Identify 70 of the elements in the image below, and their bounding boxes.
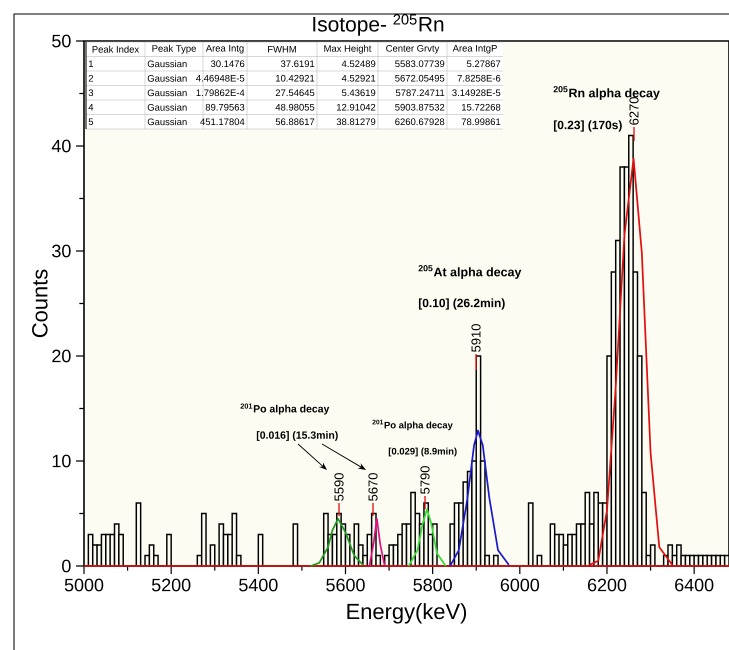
- annotation: 4.46948E-5: [196, 74, 244, 82]
- x-tick-label: 6400: [675, 578, 714, 592]
- annotation: 12.91042: [337, 104, 376, 111]
- annotation: 7.8258E-6: [458, 74, 500, 82]
- annotation: 78.99861: [462, 118, 500, 126]
- annotation: Gaussian: [148, 118, 187, 126]
- y-tick-label: 10: [52, 454, 71, 468]
- x-tick-label: 6200: [588, 578, 626, 592]
- annotation: 56.88617: [276, 118, 314, 126]
- annotation: Max Height: [324, 44, 372, 54]
- annotation: $^{201}$Po alpha decay: [372, 420, 453, 430]
- annotation: Center Grvty: [386, 44, 440, 54]
- annotation: 4: [88, 104, 94, 110]
- y-axis-title: Counts: [32, 270, 48, 338]
- annotation: [0.016] (15.3min): [256, 431, 338, 441]
- annotation: Gaussian: [148, 89, 187, 96]
- annotation: $^{201}$Po alpha decay: [240, 403, 330, 415]
- annotation: 4.52921: [342, 74, 376, 82]
- annotation: 89.79563: [206, 104, 244, 111]
- annotation: 5.43619: [342, 89, 376, 96]
- annotation: 1.79862E-4: [196, 89, 244, 96]
- x-tick-label: 6000: [500, 578, 540, 592]
- annotation: Gaussian: [148, 104, 187, 111]
- annotation: [0.23] (170s): [554, 120, 622, 132]
- y-tick-label: 40: [52, 140, 71, 152]
- annotation: $^{205}$At alpha decay: [418, 265, 522, 279]
- annotation: Gaussian: [148, 74, 187, 82]
- y-tick-label: 50: [52, 34, 71, 48]
- annotation: 5583.07739: [395, 60, 444, 68]
- annotation: 27.54645: [276, 89, 314, 96]
- annotation: 5910: [471, 324, 481, 352]
- x-tick-label: 5600: [326, 578, 365, 592]
- annotation: 1: [88, 60, 94, 67]
- annotation: 15.72268: [462, 104, 500, 111]
- y-tick-label: 30: [52, 244, 71, 258]
- annotation: [0.029] (8.9min): [388, 448, 457, 456]
- annotation: 30.1476: [210, 60, 244, 68]
- annotation: 38.81279: [336, 118, 376, 126]
- annotation: 5672.05495: [395, 74, 444, 82]
- annotation: 5787.24711: [396, 89, 444, 96]
- annotation: 5670: [368, 473, 378, 501]
- annotation: FWHM: [268, 46, 296, 52]
- annotation: 5903.87532: [395, 104, 444, 111]
- annotation: Peak Type: [152, 44, 196, 54]
- y-tick-label: 0: [62, 560, 71, 572]
- annotation: 451.17804: [200, 118, 244, 126]
- annotation: 6260.67928: [395, 118, 444, 126]
- x-tick-label: 5200: [152, 578, 190, 592]
- annotation: 10.42921: [276, 74, 314, 82]
- x-tick-label: 5400: [239, 578, 278, 592]
- annotation: 2: [88, 74, 94, 82]
- annotation: 37.6191: [280, 60, 314, 68]
- annotation: 5790: [420, 466, 430, 494]
- annotation: 4.52489: [342, 60, 376, 68]
- annotation: 48.98055: [276, 104, 314, 111]
- x-tick-label: 5800: [413, 578, 452, 592]
- annotation: 5590: [334, 473, 344, 501]
- annotation: Gaussian: [148, 60, 187, 68]
- chart-title: Isotope- $^{205}$Rn: [313, 14, 444, 36]
- annotation: 3: [88, 89, 94, 96]
- annotation: [0.10] (26.2min): [418, 298, 505, 310]
- annotation: 3.14928E-5: [452, 89, 500, 96]
- y-tick-label: 20: [52, 350, 71, 362]
- annotation: Peak Index: [92, 46, 140, 53]
- x-tick-label: 5000: [64, 578, 104, 592]
- annotation: Area Intg: [206, 45, 244, 54]
- x-axis-title: Energy(keV): [347, 603, 466, 624]
- annotation: 5: [88, 118, 94, 126]
- annotation: Area IntgP: [452, 45, 497, 54]
- annotation: 5.27867: [466, 60, 500, 68]
